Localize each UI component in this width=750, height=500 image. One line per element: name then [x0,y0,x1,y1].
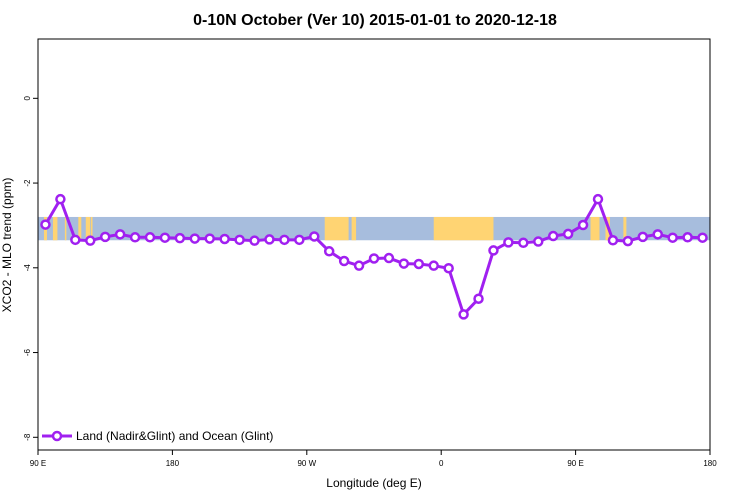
land-patch [623,216,627,241]
data-point [383,252,395,264]
data-point [443,262,454,274]
data-point [249,235,260,246]
data-point [413,258,425,270]
data-point [458,309,469,320]
data-point [99,231,111,243]
x-axis: 90 E 180 90 W 0 90 E 180 [30,450,717,468]
data-point [547,230,559,242]
data-point [697,232,708,243]
series-points [40,193,708,320]
plot-area: 0 -2 -4 -6 -8 90 E 180 90 W 0 90 E 180 [23,38,717,468]
land-patch [78,216,82,241]
land-patch [351,216,357,241]
data-point [294,234,305,246]
data-point [55,193,66,205]
data-point [652,229,663,240]
data-point [428,260,439,271]
data-point [607,235,619,246]
x-tick-label: 0 [439,459,444,468]
land-patch [590,216,600,241]
data-point [622,235,634,247]
land-patch [85,216,91,241]
land-patch [324,216,349,241]
x-axis-label: Longitude (deg E) [326,476,421,490]
land-ocean-map-strip [38,216,710,241]
y-tick-label: -8 [23,433,32,441]
data-point [40,219,51,230]
y-axis: 0 -2 -4 -6 -8 [23,96,38,441]
x-tick-label: 90 W [297,459,316,468]
land-patch [91,216,93,241]
x-tick-label: 180 [166,459,180,468]
data-point [518,237,529,249]
data-point [667,232,678,243]
data-point [473,293,484,304]
data-point [114,229,126,240]
x-tick-label: 90 E [30,459,46,468]
data-point [279,234,290,246]
data-point [353,260,365,271]
data-point [159,232,171,243]
legend-marker [51,430,63,442]
data-point [533,236,544,247]
y-tick-label: -6 [23,348,32,356]
data-point [204,233,215,244]
data-point [592,193,604,205]
data-point [85,235,96,246]
data-point [174,232,186,244]
data-point [488,245,499,256]
y-tick-label: 0 [23,96,32,101]
y-tick-label: -4 [23,264,32,272]
plot-frame [37,38,711,451]
data-point [144,232,156,243]
data-point [503,237,514,248]
data-point [398,258,410,269]
land-patch [52,216,58,241]
data-point [264,234,275,245]
land-patch [64,216,67,241]
data-point [338,255,350,267]
data-point [189,233,201,244]
data-point [70,234,81,246]
data-point [234,234,245,246]
chart-title: 0-10N October (Ver 10) 2015-01-01 to 202… [193,12,557,29]
y-tick-label: -2 [23,179,32,187]
legend-label: Land (Nadir&Glint) and Ocean (Glint) [76,429,273,443]
data-point [368,253,380,264]
data-point [129,232,141,243]
x-tick-label: 90 E [567,459,583,468]
data-point [562,228,574,240]
legend: Land (Nadir&Glint) and Ocean (Glint) [42,429,273,443]
data-point [682,232,693,243]
data-point [219,233,230,245]
x-tick-label: 180 [703,459,717,468]
land-patch [433,216,494,241]
data-point [309,231,320,242]
data-point [637,231,649,243]
data-point [323,246,335,257]
y-axis-label: XCO2 - MLO trend (ppm) [0,178,14,313]
ocean-band [38,216,710,241]
data-point [577,219,589,231]
